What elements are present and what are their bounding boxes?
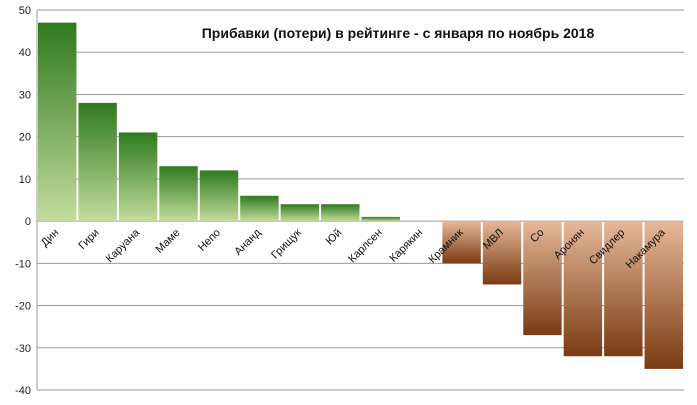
bars (38, 22, 683, 369)
category-label: Маме (154, 227, 183, 256)
y-tick-label: 10 (19, 174, 31, 186)
bar-3 (118, 132, 158, 222)
bar-14 (563, 221, 603, 357)
y-tick-label: -40 (15, 385, 31, 397)
y-tick-label: 20 (19, 132, 31, 144)
y-tick-label: 40 (19, 47, 31, 59)
chart-title: Прибавки (потери) в рейтинге - с января … (202, 25, 595, 41)
bar-1 (38, 22, 77, 222)
bar-4 (159, 166, 198, 222)
y-tick-label: 50 (19, 5, 31, 17)
bar-16 (644, 221, 683, 369)
bar-13 (523, 221, 562, 336)
category-label: Каруана (104, 226, 143, 265)
category-label: Карлсен (346, 227, 384, 265)
y-tick-label: 0 (25, 216, 31, 228)
bar-2 (78, 102, 117, 222)
y-axis-ticks: 50 40 30 20 10 0 -10 -20 -30 -40 (15, 5, 31, 397)
bar-6 (240, 195, 279, 222)
category-label: Ананд (232, 226, 264, 258)
bar-7 (280, 204, 320, 222)
bar-15 (604, 221, 643, 357)
y-tick-label: -30 (15, 343, 31, 355)
y-tick-label: -20 (15, 301, 31, 313)
category-label: Непо (196, 227, 223, 254)
category-label: Юй (324, 227, 345, 248)
category-label: Дин (39, 227, 61, 249)
bar-11 (442, 221, 481, 264)
category-label: Карякин (387, 227, 425, 265)
y-tick-label: 30 (19, 89, 31, 101)
bar-9 (361, 216, 400, 222)
category-label: Гири (76, 227, 101, 252)
bar-12 (482, 221, 522, 285)
y-tick-label: -10 (15, 258, 31, 270)
bar-5 (199, 170, 239, 222)
category-label: Грищук (269, 227, 304, 262)
bar-8 (321, 204, 360, 222)
